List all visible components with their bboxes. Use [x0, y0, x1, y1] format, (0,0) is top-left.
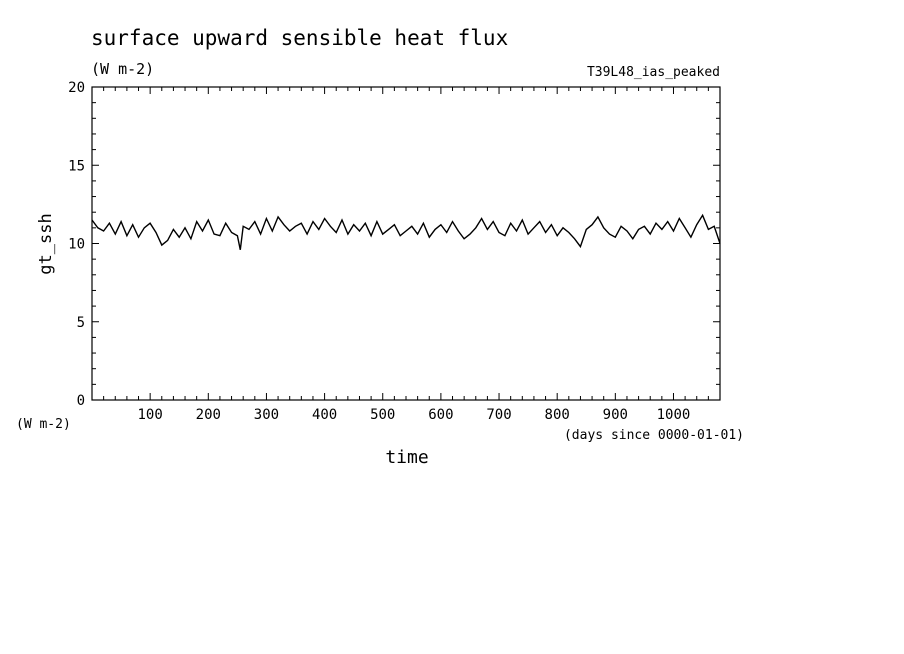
- y-tick-label: 15: [68, 158, 85, 174]
- series-line: [91, 213, 721, 250]
- series-group: [91, 213, 721, 250]
- units-label: (W m-2): [91, 60, 154, 78]
- axis-ticks: [92, 87, 720, 400]
- x-tick-label: 300: [254, 407, 279, 423]
- x-tick-label: 600: [428, 407, 453, 423]
- x-units-label: (days since 0000-01-01): [564, 428, 744, 443]
- chart-title: surface upward sensible heat flux: [91, 26, 508, 50]
- plot-area: 0 5 10 15 20 100 200 300 400 500 600 700 800 900 1000: [68, 80, 721, 423]
- x-tick-labels: 100 200 300 400 500 600 700 800 900 1000: [137, 407, 690, 423]
- x-tick-label: 100: [137, 407, 162, 423]
- y-tick-label: 0: [77, 393, 85, 409]
- y-tick-label: 10: [68, 237, 85, 253]
- x-tick-label: 900: [603, 407, 628, 423]
- x-tick-label: 500: [370, 407, 395, 423]
- x-tick-label: 1000: [657, 407, 691, 423]
- plot-frame: [91, 86, 721, 401]
- y-tick-label: 20: [68, 80, 85, 96]
- y-axis-label: gt_ssh: [36, 213, 56, 274]
- run-label: T39L48_ias_peaked: [587, 65, 720, 80]
- x-tick-label: 700: [486, 407, 511, 423]
- y-tick-label: 5: [77, 315, 85, 331]
- x-tick-label: 400: [312, 407, 337, 423]
- x-tick-label: 200: [196, 407, 221, 423]
- y-tick-labels: 0 5 10 15 20: [68, 80, 85, 409]
- x-tick-label: 800: [545, 407, 570, 423]
- y-units-label: (W m-2): [16, 417, 71, 432]
- x-axis-label: time: [385, 447, 428, 468]
